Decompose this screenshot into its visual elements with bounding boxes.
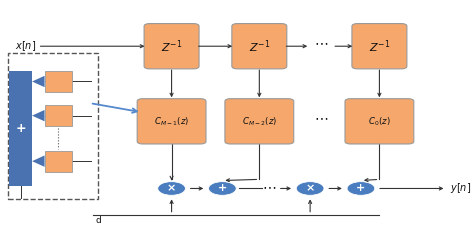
FancyBboxPatch shape (144, 24, 199, 69)
Text: $\cdots$: $\cdots$ (314, 110, 328, 124)
Circle shape (209, 182, 236, 195)
Text: +: + (15, 122, 26, 135)
FancyBboxPatch shape (225, 99, 294, 144)
Text: $y[n]$: $y[n]$ (450, 181, 471, 196)
FancyBboxPatch shape (137, 99, 206, 144)
FancyBboxPatch shape (45, 151, 72, 172)
FancyBboxPatch shape (9, 71, 32, 186)
Polygon shape (32, 155, 45, 167)
Text: $C_{M-1}(z)$: $C_{M-1}(z)$ (154, 115, 189, 128)
Circle shape (158, 182, 185, 195)
Polygon shape (32, 110, 45, 121)
Text: d: d (95, 216, 101, 225)
Text: +: + (218, 183, 227, 194)
Text: $C_{M-2}(z)$: $C_{M-2}(z)$ (242, 115, 277, 128)
Text: $x[n]$: $x[n]$ (15, 39, 36, 53)
Circle shape (296, 182, 324, 195)
FancyBboxPatch shape (232, 24, 287, 69)
Text: $Z^{-1}$: $Z^{-1}$ (249, 38, 270, 55)
Text: $Z^{-1}$: $Z^{-1}$ (161, 38, 182, 55)
Text: ×: × (305, 183, 315, 194)
Text: $\cdots$: $\cdots$ (262, 179, 276, 193)
FancyBboxPatch shape (45, 105, 72, 126)
FancyBboxPatch shape (345, 99, 414, 144)
Text: $Z^{-1}$: $Z^{-1}$ (369, 38, 390, 55)
FancyBboxPatch shape (45, 71, 72, 92)
Text: +: + (356, 183, 365, 194)
Polygon shape (32, 76, 45, 87)
FancyBboxPatch shape (352, 24, 407, 69)
Text: $C_0(z)$: $C_0(z)$ (368, 115, 391, 128)
Text: ×: × (167, 183, 176, 194)
Text: $\cdots$: $\cdots$ (314, 35, 328, 49)
Circle shape (347, 182, 375, 195)
